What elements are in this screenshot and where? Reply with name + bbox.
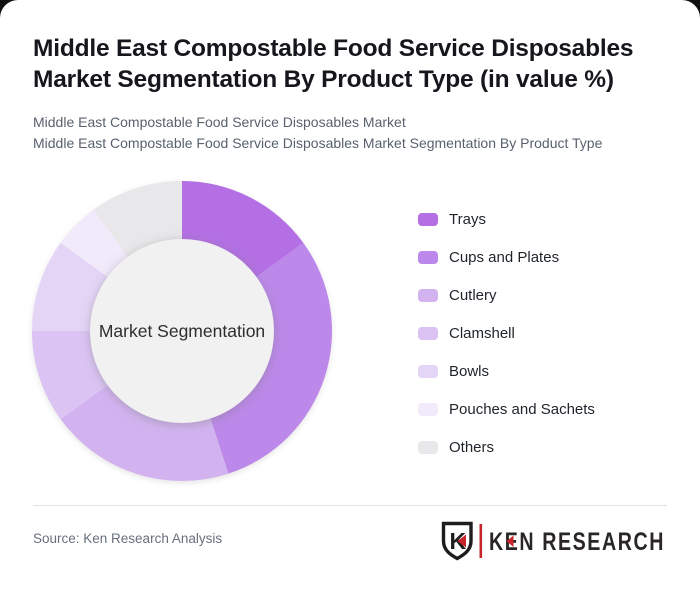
logo-shield-icon <box>441 521 473 561</box>
subtitle-line-2: Middle East Compostable Food Service Dis… <box>33 135 603 151</box>
donut-chart: Market Segmentation <box>32 181 332 482</box>
legend-item-others: Others <box>418 428 595 466</box>
donut-segment-bowls[interactable] <box>32 242 108 331</box>
legend-label-clamshell: Clamshell <box>449 324 515 342</box>
legend-label-bowls: Bowls <box>449 362 490 380</box>
logo-shield-triangle-icon <box>457 534 466 548</box>
ken-research-logo: K KEN RESEARCH <box>441 521 669 561</box>
donut-segment-clamshell[interactable] <box>32 331 108 420</box>
source-note: Source: Ken Research Analysis <box>33 531 223 546</box>
donut-segment-others[interactable] <box>93 181 182 257</box>
legend-label-cups-and-plates: Cups and Plates <box>449 248 560 266</box>
legend-swatch-others <box>418 440 438 454</box>
page-title: Middle East Compostable Food Service Dis… <box>33 35 634 93</box>
legend-label-cutlery: Cutlery <box>449 286 497 304</box>
legend-item-clamshell: Clamshell <box>418 314 595 352</box>
legend-item-bowls: Bowls <box>418 352 595 390</box>
donut-segment-cutlery[interactable] <box>60 384 229 482</box>
logo-brand-triangle-icon <box>506 535 514 547</box>
donut-segment-cups-and-plates[interactable] <box>210 242 332 474</box>
donut-segment-trays[interactable] <box>182 181 304 278</box>
donut-center-circle <box>90 239 274 423</box>
legend-swatch-cutlery <box>418 288 438 302</box>
chart-legend: Trays Cups and Plates Cutlery Clamshell Bowl… <box>418 200 595 466</box>
donut-segment-pouches-and-sachets[interactable] <box>60 209 129 278</box>
logo-separator-bar <box>479 524 483 558</box>
legend-swatch-pouches-and-sachets <box>418 402 438 416</box>
legend-label-trays: Trays <box>449 210 486 228</box>
legend-label-pouches-and-sachets: Pouches and Sachets <box>449 400 595 418</box>
logo-brand-text: KEN RESEARCH <box>489 528 665 556</box>
legend-item-cutlery: Cutlery <box>418 276 595 314</box>
footer-divider <box>33 505 667 506</box>
ken-research-logo-svg: K KEN RESEARCH <box>441 521 665 561</box>
legend-swatch-bowls <box>418 364 438 378</box>
legend-item-trays: Trays <box>418 200 595 238</box>
donut-chart-svg: Market Segmentation <box>32 181 332 482</box>
legend-item-cups-and-plates: Cups and Plates <box>418 238 595 276</box>
legend-swatch-cups-and-plates <box>418 250 438 264</box>
donut-center-label: Market Segmentation <box>99 321 265 341</box>
subtitle-line-1: Middle East Compostable Food Service Dis… <box>33 114 406 130</box>
legend-label-others: Others <box>449 438 495 456</box>
legend-swatch-clamshell <box>418 326 438 340</box>
legend-item-pouches-and-sachets: Pouches and Sachets <box>418 390 595 428</box>
legend-swatch-trays <box>418 212 438 226</box>
